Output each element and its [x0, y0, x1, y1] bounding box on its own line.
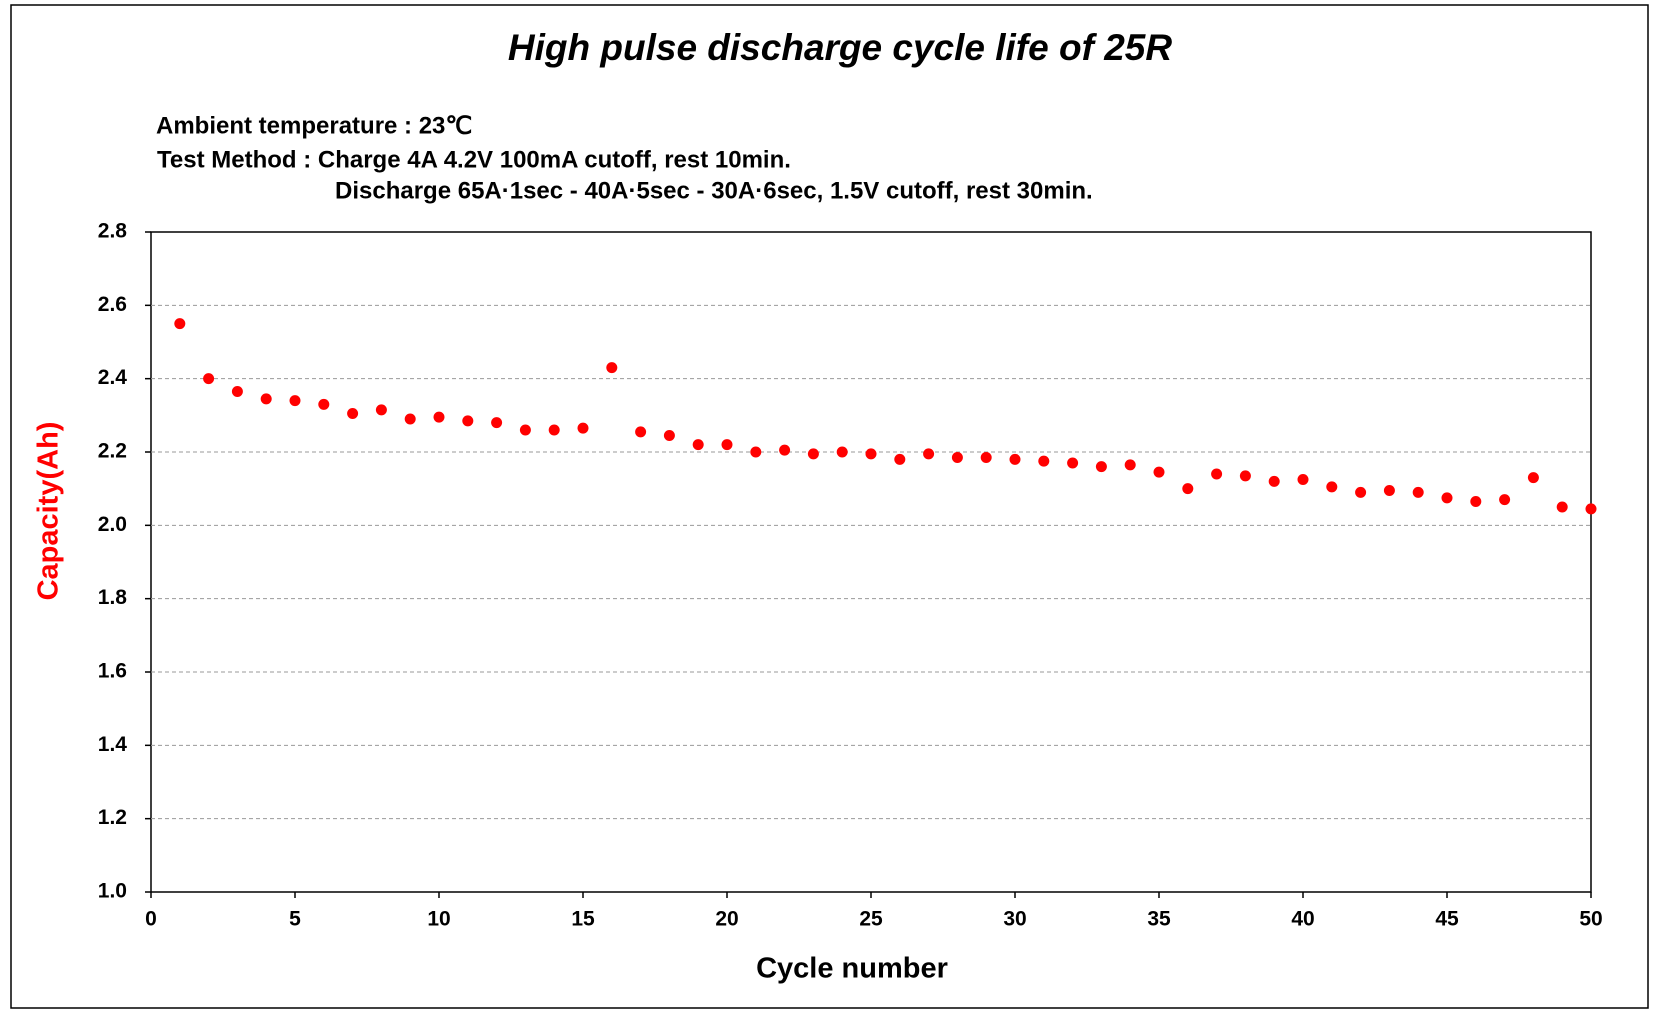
- chart-title: High pulse discharge cycle life of 25R: [508, 27, 1172, 68]
- data-point: [1297, 474, 1309, 485]
- data-point: [1326, 481, 1338, 493]
- data-point: [1009, 453, 1021, 465]
- y-tick-label: 2.0: [98, 513, 127, 536]
- data-point: [779, 444, 791, 456]
- y-tick-label: 1.2: [98, 806, 127, 829]
- data-point: [692, 439, 704, 451]
- y-tick-label: 2.8: [98, 220, 128, 243]
- data-point: [894, 453, 906, 465]
- data-point: [663, 430, 675, 441]
- data-point: [1355, 486, 1367, 498]
- data-point: [1095, 461, 1107, 473]
- y-tick-label: 1.8: [98, 586, 128, 609]
- data-point: [1067, 457, 1079, 469]
- data-point: [1383, 485, 1395, 496]
- data-point: [491, 417, 503, 429]
- note: Test Method : Charge 4A 4.2V 100mA cutof…: [157, 146, 791, 173]
- data-point: [1499, 494, 1511, 506]
- x-tick-label: 50: [1579, 908, 1602, 931]
- x-tick-label: 15: [571, 908, 595, 931]
- data-point: [1470, 496, 1482, 507]
- data-point: [260, 393, 272, 405]
- data-point: [1038, 455, 1050, 467]
- data-point: [923, 448, 935, 460]
- data-point: [1527, 472, 1539, 484]
- data-point: [203, 373, 215, 385]
- data-point: [1124, 459, 1136, 471]
- data-point: [1556, 501, 1568, 513]
- data-point: [980, 452, 992, 463]
- x-tick-label: 0: [145, 908, 157, 931]
- data-point: [1239, 470, 1251, 482]
- data-point: [606, 362, 618, 374]
- y-axis-label: Capacity(Ah): [33, 422, 65, 601]
- note: Discharge 65A·1sec - 40A·5sec - 30A·6sec…: [335, 177, 1093, 204]
- data-point: [865, 448, 877, 460]
- data-point: [404, 413, 416, 425]
- data-point: [807, 448, 819, 460]
- data-point: [750, 446, 762, 458]
- data-point: [462, 415, 474, 427]
- x-tick-label: 25: [859, 908, 883, 931]
- data-point: [433, 411, 445, 423]
- x-tick-label: 35: [1147, 908, 1171, 931]
- data-point: [174, 318, 186, 330]
- y-tick-label: 1.0: [98, 880, 127, 903]
- y-tick-label: 1.4: [98, 733, 128, 756]
- data-point: [375, 404, 387, 416]
- data-point: [721, 439, 733, 451]
- data-point: [1412, 486, 1424, 498]
- x-tick-label: 5: [289, 908, 301, 931]
- y-tick-label: 2.2: [98, 440, 127, 463]
- y-tick-label: 2.4: [98, 366, 128, 389]
- data-point: [1182, 483, 1194, 495]
- x-axis-label: Cycle number: [756, 953, 948, 985]
- data-point: [1153, 466, 1165, 478]
- note: Ambient temperature : 23℃: [156, 112, 472, 139]
- data-point: [318, 398, 330, 410]
- x-tick-label: 10: [427, 908, 450, 931]
- data-point: [519, 424, 531, 436]
- data-point: [1585, 503, 1597, 515]
- x-tick-label: 40: [1291, 908, 1314, 931]
- data-point: [548, 424, 560, 436]
- plot-area: [150, 231, 1592, 893]
- x-tick-label: 20: [715, 908, 738, 931]
- data-point: [1441, 492, 1453, 504]
- y-tick-label: 1.6: [98, 660, 127, 683]
- data-point: [347, 408, 359, 419]
- data-point: [1268, 475, 1280, 487]
- y-tick-label: 2.6: [98, 293, 127, 316]
- data-point: [836, 446, 848, 458]
- data-point: [231, 386, 243, 397]
- data-point: [577, 422, 589, 434]
- data-point: [289, 395, 301, 407]
- x-tick-label: 45: [1435, 908, 1459, 931]
- x-tick-label: 30: [1003, 908, 1026, 931]
- data-point: [951, 452, 963, 463]
- data-point: [635, 426, 647, 438]
- data-point: [1211, 468, 1223, 480]
